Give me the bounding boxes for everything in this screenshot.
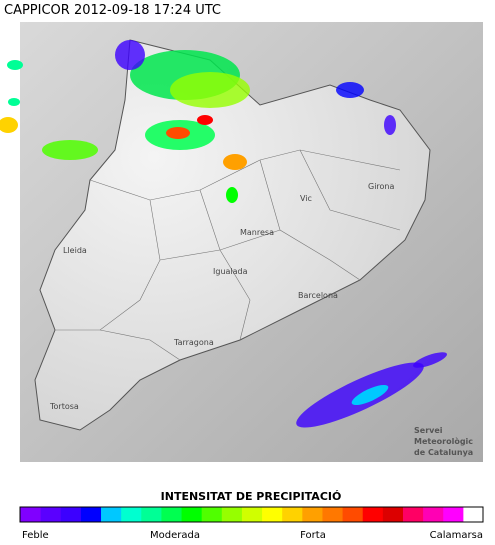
city-label: Girona <box>368 182 395 191</box>
precipitation <box>0 40 448 428</box>
credit: Servei Meteorològic de Catalunya <box>414 426 473 457</box>
legend-swatch <box>120 507 142 522</box>
legend-label: Calamarsa <box>430 530 483 541</box>
city-label: Vic <box>300 194 312 203</box>
city-label: Barcelona <box>298 291 338 300</box>
legend-swatch <box>60 507 81 522</box>
legend-swatch <box>100 507 122 522</box>
legend-swatch <box>241 507 263 522</box>
legend-swatch <box>382 507 403 522</box>
legend-swatch <box>40 507 61 522</box>
legend-swatch <box>261 507 283 522</box>
legend-swatch <box>321 507 343 522</box>
legend-swatch <box>20 507 41 522</box>
legend-swatch <box>221 507 242 522</box>
map: Lleida Manresa Vic Girona Igualada Barce… <box>0 22 483 462</box>
city-label: Igualada <box>213 267 248 276</box>
legend-swatch <box>281 507 303 522</box>
legend-swatch <box>462 507 484 522</box>
legend-label: Feble <box>22 530 49 541</box>
legend-swatch <box>201 507 222 522</box>
city-label: Lleida <box>63 246 87 255</box>
city-labels: Lleida Manresa Vic Girona Igualada Barce… <box>49 182 395 411</box>
legend-swatch <box>342 507 363 522</box>
legend-swatch <box>160 507 182 522</box>
credit-line: Servei <box>414 426 443 435</box>
legend-swatch <box>140 507 162 522</box>
legend-swatch <box>422 507 444 522</box>
credit-line: Meteorològic <box>414 436 473 446</box>
county-borders <box>55 149 401 361</box>
legend-swatch <box>181 507 202 522</box>
city-label: Tortosa <box>49 402 79 411</box>
legend-swatch <box>301 507 323 522</box>
legend-title: INTENSITAT DE PRECIPITACIÓ <box>161 490 342 503</box>
land <box>34 39 431 431</box>
legend-swatch <box>362 507 383 522</box>
title: CAPPICOR 2012-09-18 17:24 UTC <box>4 3 221 18</box>
legend-swatch <box>402 507 424 522</box>
city-label: Tarragona <box>173 338 214 347</box>
legend-label: Forta <box>300 530 326 541</box>
legend-swatch <box>80 507 102 522</box>
city-label: Manresa <box>240 228 274 237</box>
legend: INTENSITAT DE PRECIPITACIÓ Feble Moderad… <box>19 490 484 541</box>
legend-label: Moderada <box>150 530 200 541</box>
legend-frame <box>19 506 484 523</box>
legend-swatch <box>442 507 464 522</box>
credit-line: de Catalunya <box>414 448 473 457</box>
